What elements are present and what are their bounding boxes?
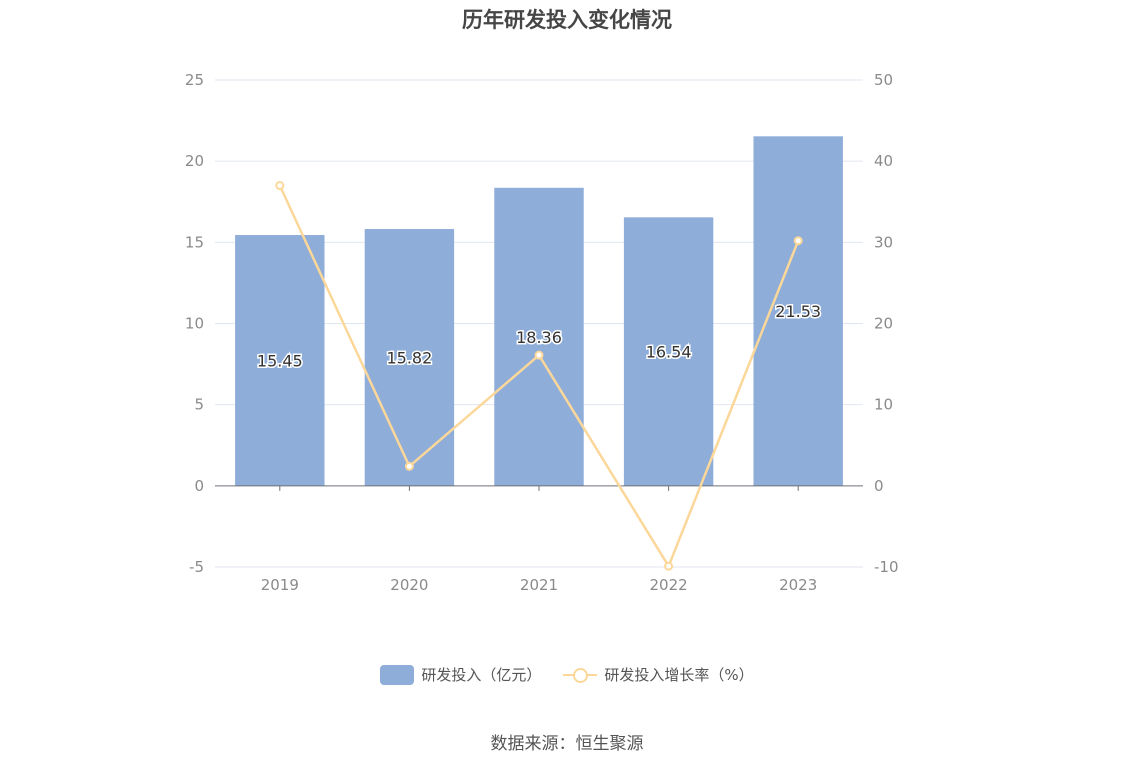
y-left-tick-label: 5	[194, 396, 204, 414]
legend-item-line[interactable]: 研发投入增长率（%）	[563, 664, 754, 685]
legend-line-swatch	[563, 665, 598, 685]
x-tick-label: 2019	[261, 576, 299, 594]
data-source: 数据来源：恒生聚源	[490, 734, 644, 754]
y-right-tick-label: 10	[874, 396, 893, 414]
line-point	[534, 350, 544, 360]
y-right-tick-label: 40	[874, 152, 893, 170]
axes: -5 0 5 10 15 20 25 -10 0 10 20 30 40 50 2019 2020 2021 20…	[185, 71, 899, 594]
line-point	[664, 561, 674, 571]
chart-title: 历年研发投入变化情况	[462, 8, 672, 32]
bar	[623, 217, 714, 486]
bar-value-label: 18.36	[516, 328, 562, 347]
bar	[753, 136, 843, 486]
bar	[494, 187, 584, 486]
x-tick-label: 2020	[390, 576, 428, 594]
legend-line-label: 研发投入增长率（%）	[604, 666, 754, 684]
line-point	[793, 236, 803, 246]
line-series	[275, 181, 803, 571]
x-tick-label: 2022	[650, 576, 688, 594]
y-left-tick-label: -5	[189, 558, 204, 576]
y-right-tick-label: 20	[874, 315, 893, 333]
legend: 研发投入（亿元） 研发投入增长率（%）	[0, 664, 1134, 685]
line-point	[275, 181, 285, 191]
bar	[235, 235, 325, 486]
y-left-tick-label: 0	[194, 477, 204, 495]
bar-value-label: 16.54	[646, 343, 692, 362]
legend-bar-label: 研发投入（亿元）	[421, 666, 542, 684]
y-right-tick-label: 0	[874, 477, 884, 495]
y-right-tick-label: 50	[874, 71, 893, 89]
bar-value-label: 21.53	[775, 302, 821, 321]
x-tick-label: 2021	[520, 576, 558, 594]
x-tick-label: 2023	[779, 576, 817, 594]
y-left-tick-label: 10	[185, 315, 204, 333]
line-point	[404, 461, 414, 471]
y-left-tick-label: 15	[185, 233, 204, 251]
y-right-tick-label: -10	[874, 558, 899, 576]
y-left-tick-label: 25	[185, 71, 204, 89]
y-left-tick-label: 20	[185, 152, 204, 170]
y-right-tick-label: 30	[874, 233, 893, 251]
bar-series	[235, 136, 843, 486]
legend-bar-swatch	[380, 664, 415, 685]
bar-value-label: 15.82	[386, 348, 432, 367]
legend-item-bar[interactable]: 研发投入（亿元）	[380, 664, 541, 685]
bar-value-label: 15.45	[257, 351, 303, 370]
data-labels: 15.45 15.82 18.36 16.54 21.53	[255, 301, 822, 372]
bar	[364, 229, 455, 486]
